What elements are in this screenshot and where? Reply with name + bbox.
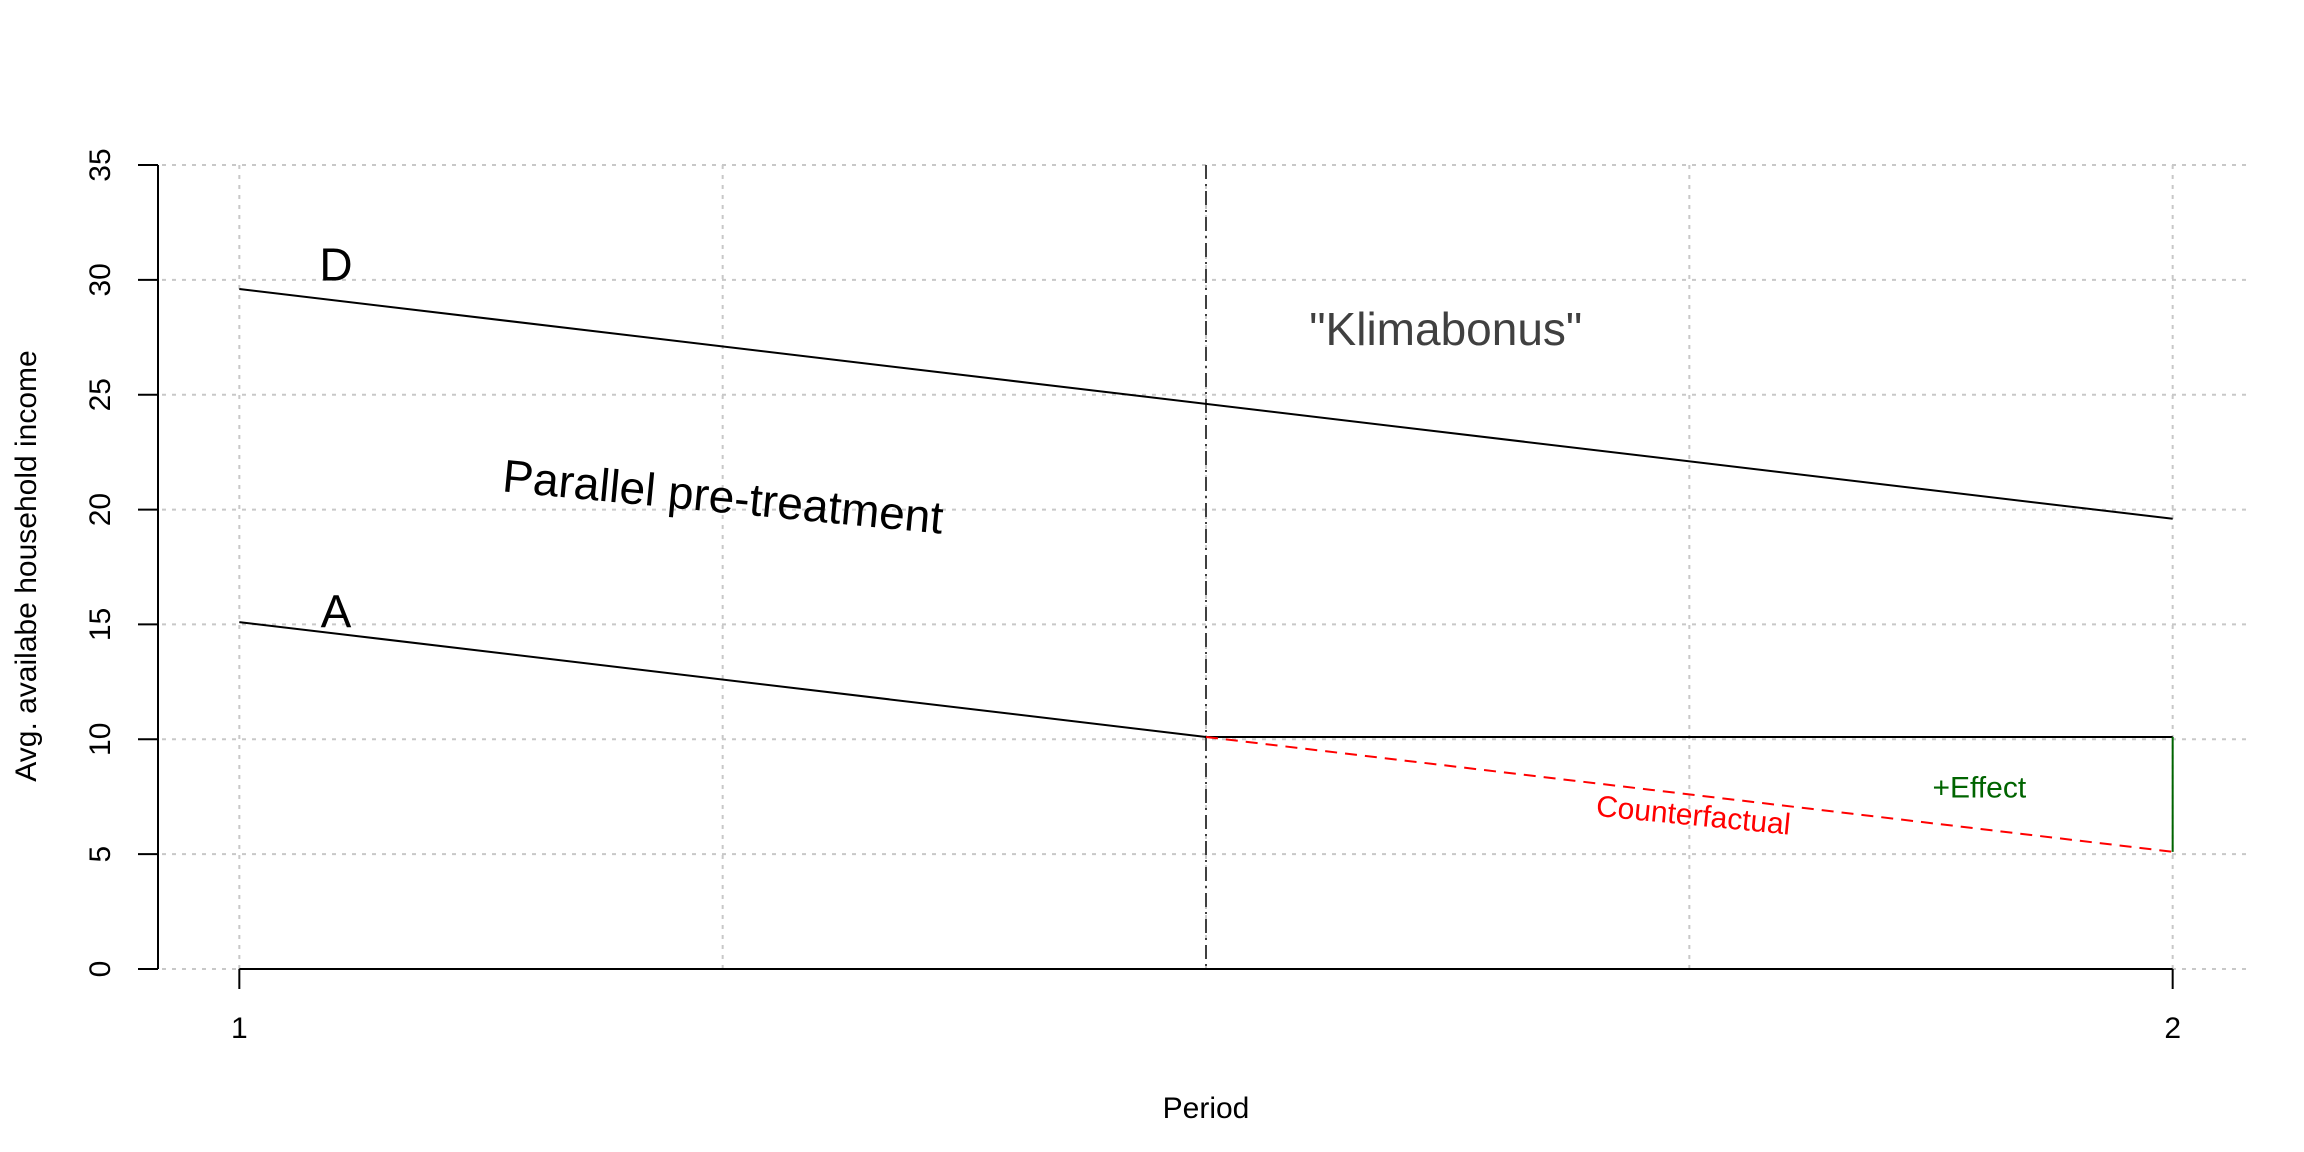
y-tick-label: 35: [84, 148, 117, 181]
annotation-parallel: Parallel pre-treatment: [500, 449, 945, 543]
y-axis-label: Avg. availabe household income: [10, 350, 43, 781]
y-tick-label: 10: [84, 723, 117, 756]
x-tick-label: 2: [2164, 1012, 2181, 1045]
annotation-label-d: D: [319, 239, 352, 291]
y-tick-label: 30: [84, 263, 117, 296]
y-tick-label: 5: [84, 846, 117, 863]
annotation-klimabonus: "Klimabonus": [1309, 303, 1582, 355]
series-group: [239, 288, 2174, 853]
annotation-effect: +Effect: [1932, 772, 2026, 805]
series-line-d: [239, 288, 2173, 520]
y-tick-label: 20: [84, 493, 117, 526]
x-tick-label: 1: [231, 1012, 248, 1045]
y-tick-label: 15: [84, 608, 117, 641]
y-tick-label: 25: [84, 378, 117, 411]
y-tick-label: 0: [84, 961, 117, 978]
x-axis-label: Period: [1163, 1092, 1250, 1125]
annotation-label-a: A: [321, 585, 352, 637]
annotation-counterfactual: Counterfactual: [1595, 790, 1792, 842]
y-axis: 0 5 10 15 20 25 30 35: [84, 148, 159, 978]
series-line-counterfactual: [1205, 736, 2173, 853]
